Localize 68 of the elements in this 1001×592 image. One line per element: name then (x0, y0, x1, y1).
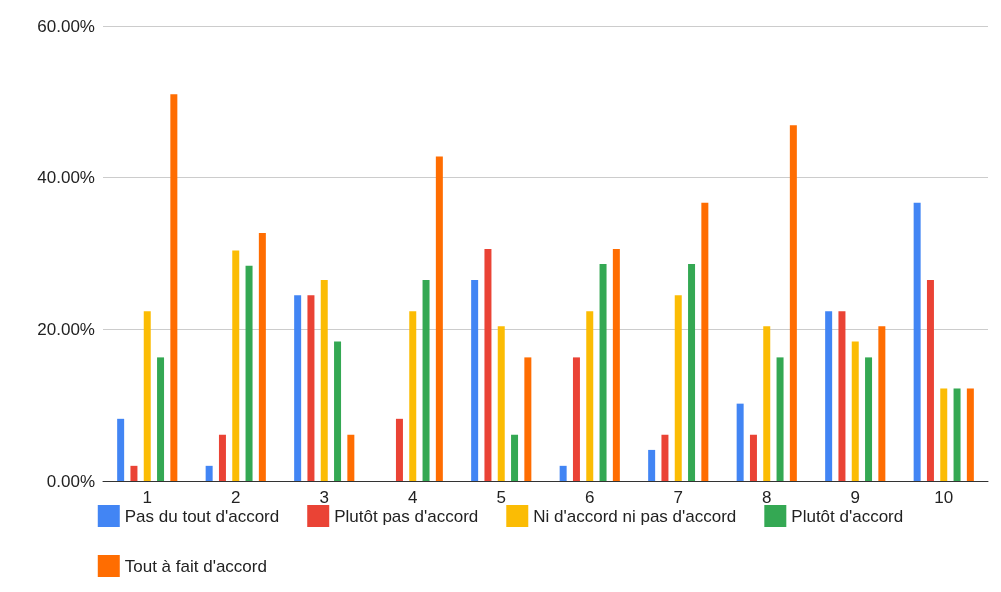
x-tick-label: 10 (934, 488, 954, 507)
bar (838, 311, 846, 481)
y-tick-label: 60.00% (37, 16, 95, 36)
bar (661, 434, 669, 481)
bar (966, 388, 974, 481)
bar (334, 341, 342, 481)
bar (913, 202, 921, 481)
bar (612, 248, 620, 481)
bar (395, 418, 403, 481)
bar (497, 326, 505, 481)
bar (435, 156, 443, 481)
y-tick-label: 40.00% (37, 168, 95, 188)
x-tick-label: 7 (673, 488, 683, 507)
bar (245, 265, 253, 481)
x-tick-label: 3 (319, 488, 329, 507)
bar (258, 233, 266, 481)
legend-label: Plutôt d'accord (791, 506, 904, 526)
bar (674, 295, 682, 481)
bar (776, 357, 784, 481)
x-tick-label: 4 (408, 488, 418, 507)
bar (232, 250, 240, 481)
y-tick-label: 0.00% (46, 471, 95, 491)
bar (307, 295, 315, 481)
bar (825, 311, 833, 481)
bar (763, 326, 771, 481)
bar (736, 403, 744, 481)
x-tick-label: 2 (231, 488, 241, 507)
bar (851, 341, 859, 481)
bar (865, 357, 873, 481)
bar (409, 311, 417, 481)
x-tick-label: 8 (762, 488, 772, 507)
bar (586, 311, 594, 481)
bar (926, 280, 934, 481)
bar (953, 388, 961, 481)
x-tick-label: 9 (850, 488, 860, 507)
bar (170, 94, 178, 481)
bar (294, 295, 302, 481)
bar (559, 465, 567, 481)
legend-label: Ni d'accord ni pas d'accord (533, 506, 737, 526)
bar (471, 280, 479, 481)
bar (157, 357, 165, 481)
bar (940, 388, 948, 481)
legend-label: Tout à fait d'accord (124, 556, 267, 576)
bar (749, 434, 757, 481)
x-tick-label: 5 (496, 488, 506, 507)
bar (218, 434, 226, 481)
bar (789, 125, 797, 481)
bar (347, 434, 355, 481)
bar (701, 202, 709, 481)
y-tick-label: 20.00% (37, 319, 95, 339)
legend-label: Pas du tout d'accord (124, 506, 280, 526)
bar (422, 280, 430, 481)
bar (117, 418, 125, 481)
bar (572, 357, 580, 481)
x-tick-label: 1 (142, 488, 152, 507)
bar (648, 449, 656, 481)
bar (205, 465, 213, 481)
bar (130, 465, 138, 481)
bar (511, 434, 519, 481)
bar (599, 264, 607, 481)
bar (320, 280, 328, 481)
bar (878, 326, 886, 481)
legend-label: Plutôt pas d'accord (334, 506, 479, 526)
bar (524, 357, 532, 481)
bar (143, 311, 151, 481)
bar (688, 264, 696, 481)
x-tick-label: 6 (585, 488, 595, 507)
bar (484, 248, 492, 481)
